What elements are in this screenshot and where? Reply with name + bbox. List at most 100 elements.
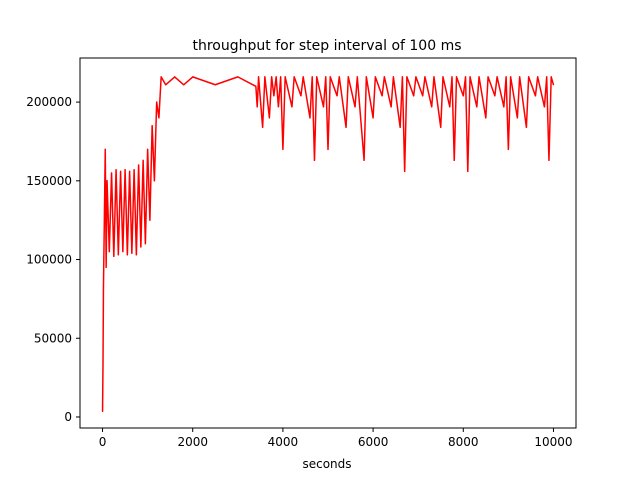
data-point	[329, 76, 331, 78]
data-point	[291, 106, 293, 108]
x-tick-label: 0	[99, 435, 107, 449]
data-point	[126, 254, 128, 256]
data-point	[262, 126, 264, 128]
data-point	[550, 76, 552, 78]
data-point	[440, 126, 442, 128]
data-point	[192, 76, 194, 78]
data-point	[151, 125, 153, 127]
data-point	[372, 117, 374, 119]
data-point	[338, 76, 340, 78]
data-point	[363, 159, 365, 161]
data-point	[451, 76, 453, 78]
data-point	[293, 76, 295, 78]
x-tick-label: 4000	[268, 435, 299, 449]
data-point	[476, 106, 478, 108]
data-point	[165, 84, 167, 86]
data-point	[525, 126, 528, 128]
data-point	[424, 76, 426, 78]
data-point	[117, 254, 119, 256]
data-point	[135, 254, 137, 256]
data-point	[455, 76, 458, 78]
data-point	[268, 117, 270, 119]
data-point	[453, 159, 455, 161]
data-point	[374, 76, 376, 78]
data-point	[309, 117, 311, 119]
data-point	[277, 106, 279, 108]
data-point	[158, 117, 160, 119]
data-point	[144, 243, 146, 245]
data-point	[271, 76, 273, 78]
data-point	[119, 170, 122, 172]
y-tick-label: 100000	[26, 253, 72, 267]
data-point	[392, 76, 394, 78]
data-point	[113, 255, 115, 257]
x-tick-label: 10000	[534, 435, 572, 449]
data-point	[316, 76, 318, 78]
data-point	[516, 117, 518, 119]
data-point	[104, 148, 106, 150]
data-point	[325, 76, 327, 78]
chart-title: throughput for step interval of 100 ms	[192, 38, 461, 54]
data-point	[282, 148, 284, 150]
data-point	[345, 126, 347, 128]
y-tick-label: 50000	[34, 331, 72, 345]
data-point	[140, 246, 142, 248]
data-point	[138, 164, 140, 166]
data-point	[174, 76, 176, 78]
x-tick-label: 2000	[177, 435, 208, 449]
data-point	[347, 76, 349, 78]
data-point	[442, 76, 444, 78]
data-point	[449, 106, 451, 108]
data-point	[485, 117, 487, 119]
data-point	[102, 362, 104, 365]
data-point	[183, 84, 185, 86]
plot-area	[101, 76, 555, 413]
data-point	[431, 106, 433, 108]
data-point	[543, 106, 546, 108]
data-point	[478, 76, 480, 78]
series-line-0	[101, 76, 555, 412]
data-point	[133, 169, 135, 171]
data-point	[156, 101, 158, 103]
data-point	[399, 126, 401, 128]
data-point	[487, 76, 489, 78]
data-point	[257, 76, 260, 78]
data-point	[365, 76, 367, 78]
data-point	[415, 76, 417, 78]
data-point	[311, 76, 313, 78]
data-point	[327, 148, 329, 150]
data-point	[124, 169, 126, 171]
data-point	[142, 159, 144, 161]
data-point	[356, 76, 358, 78]
axes-frame	[79, 57, 577, 429]
data-point	[404, 170, 406, 172]
x-tick-label: 6000	[358, 435, 389, 449]
data-point	[354, 106, 356, 108]
data-point	[505, 76, 507, 78]
data-point	[464, 76, 467, 78]
data-point	[467, 170, 469, 172]
data-point	[131, 252, 133, 254]
data-point	[122, 251, 124, 253]
data-point	[105, 266, 107, 268]
data-point	[149, 219, 151, 221]
data-point	[528, 76, 530, 78]
data-point	[256, 106, 258, 108]
data-point	[255, 85, 257, 87]
data-point	[103, 219, 105, 221]
data-point	[507, 148, 509, 150]
data-point	[102, 287, 105, 289]
data-point	[160, 76, 162, 78]
data-point	[110, 172, 113, 174]
data-point	[534, 95, 537, 97]
data-point	[129, 170, 131, 172]
data-point	[214, 84, 216, 86]
data-point	[322, 106, 325, 108]
data-point	[462, 95, 464, 97]
data-point	[280, 76, 282, 78]
data-point	[336, 95, 338, 97]
data-point	[302, 76, 304, 78]
data-point	[496, 76, 498, 78]
data-point	[284, 76, 286, 78]
data-point	[401, 76, 403, 78]
